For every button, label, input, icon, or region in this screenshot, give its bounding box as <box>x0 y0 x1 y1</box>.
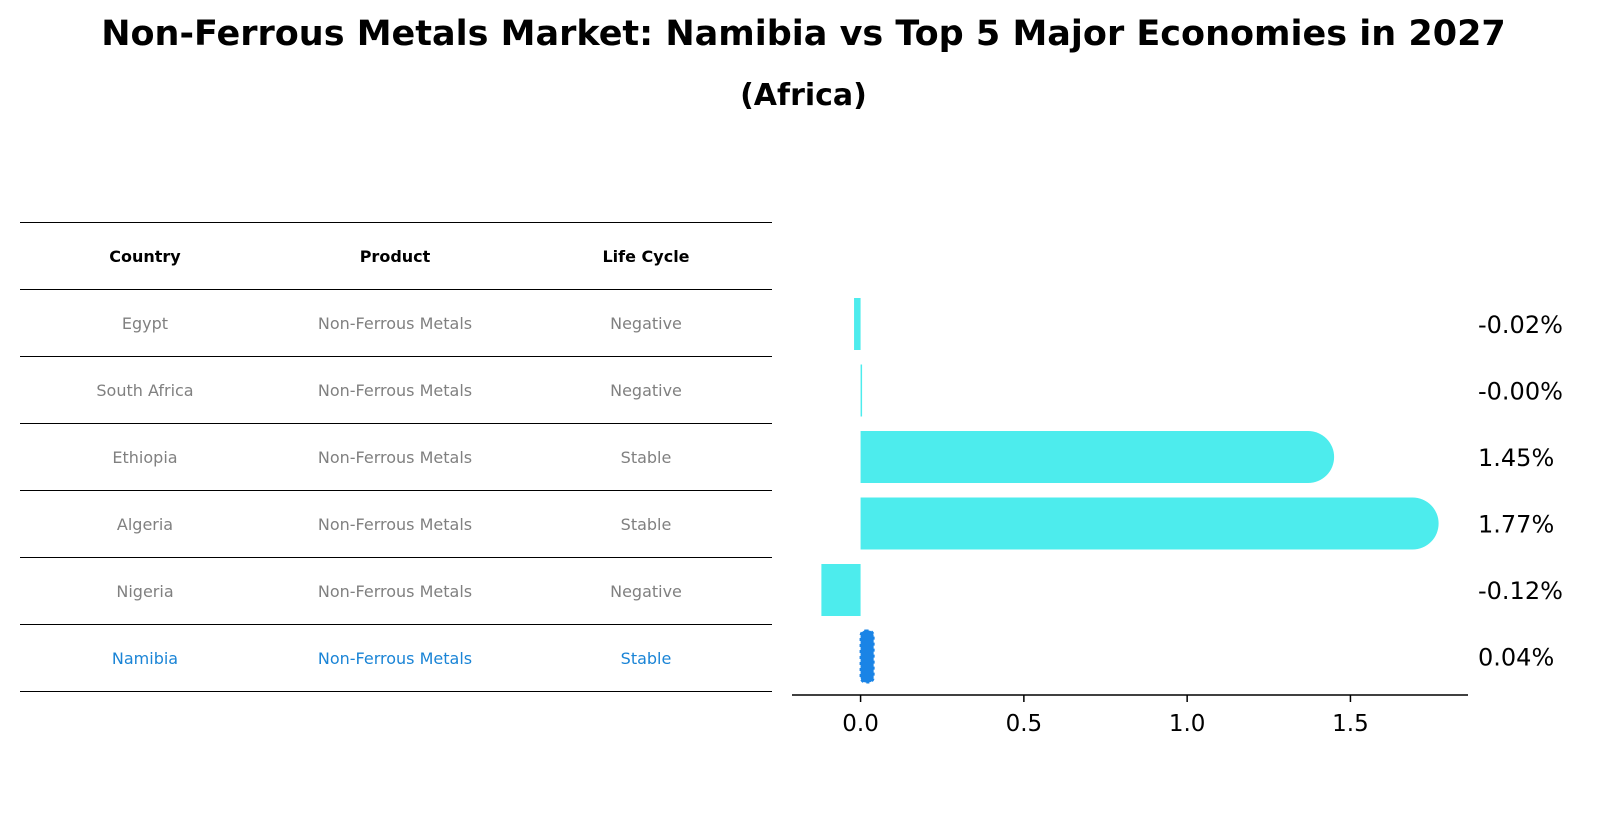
column-header-life-cycle: Life Cycle <box>602 246 690 266</box>
x-tick-label: 1.5 <box>1332 711 1369 737</box>
cell-product: Non-Ferrous Metals <box>317 514 473 534</box>
cell-life-cycle: Negative <box>610 313 682 333</box>
bar-nigeria <box>821 564 861 616</box>
value-label-south-africa: -0.00% <box>1478 378 1563 406</box>
cell-life-cycle: Negative <box>610 380 682 400</box>
bar-algeria <box>860 497 1439 550</box>
cell-life-cycle: Stable <box>620 648 672 668</box>
value-label-namibia: 0.04% <box>1478 644 1554 672</box>
cell-life-cycle: Stable <box>620 447 672 467</box>
cell-country: Nigeria <box>116 581 174 601</box>
x-tick-label: 0.5 <box>1006 711 1043 737</box>
value-label-ethiopia: 1.45% <box>1478 444 1554 472</box>
cell-life-cycle: Negative <box>610 581 682 601</box>
x-tick-label: 0.0 <box>842 711 879 737</box>
bar-ethiopia <box>860 431 1335 483</box>
cell-country: Egypt <box>121 313 169 333</box>
column-header-country: Country <box>109 246 181 266</box>
table-row-highlight: Namibia Non-Ferrous Metals Stable <box>20 624 772 692</box>
cell-product: Non-Ferrous Metals <box>317 380 473 400</box>
cell-product: Non-Ferrous Metals <box>317 447 473 467</box>
table-row: Algeria Non-Ferrous Metals Stable <box>20 490 772 557</box>
bar-egypt <box>854 298 861 350</box>
bar-namibia <box>859 629 875 684</box>
cell-country: South Africa <box>96 380 194 400</box>
table-header-row: Country Product Life Cycle <box>20 222 772 289</box>
table-row: South Africa Non-Ferrous Metals Negative <box>20 356 772 423</box>
bar-south-africa <box>860 364 863 417</box>
column-header-product: Product <box>359 246 431 266</box>
value-label-nigeria: -0.12% <box>1478 577 1563 605</box>
chart-title: Non-Ferrous Metals Market: Namibia vs To… <box>101 14 1506 54</box>
cell-life-cycle: Stable <box>620 514 672 534</box>
value-label-egypt: -0.02% <box>1478 311 1563 339</box>
cell-product: Non-Ferrous Metals <box>317 313 473 333</box>
cell-country: Algeria <box>116 514 174 534</box>
x-tick-label: 1.0 <box>1169 711 1206 737</box>
cell-product: Non-Ferrous Metals <box>317 648 473 668</box>
value-label-algeria: 1.77% <box>1478 511 1554 539</box>
market-table: Country Product Life Cycle Egypt Non-Fer… <box>20 222 772 692</box>
table-row: Ethiopia Non-Ferrous Metals Stable <box>20 423 772 490</box>
cell-country: Ethiopia <box>112 447 178 467</box>
cell-product: Non-Ferrous Metals <box>317 581 473 601</box>
chart-subtitle: (Africa) <box>740 78 867 113</box>
table-row: Egypt Non-Ferrous Metals Negative <box>20 289 772 356</box>
table-row: Nigeria Non-Ferrous Metals Negative <box>20 557 772 624</box>
cell-country: Namibia <box>111 648 179 668</box>
